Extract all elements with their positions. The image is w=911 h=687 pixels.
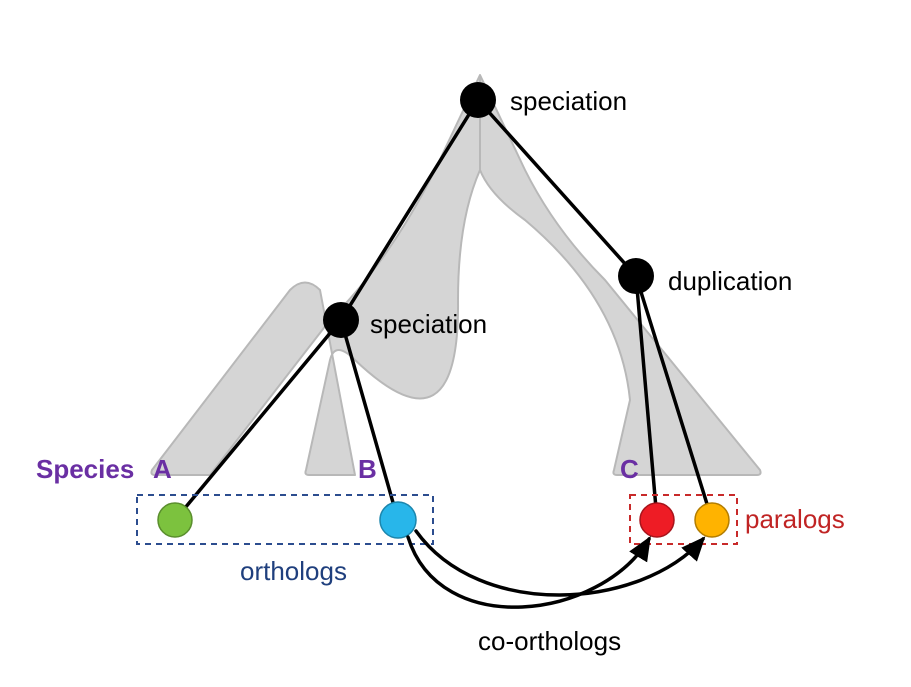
species-prefix-label: Species bbox=[36, 454, 134, 484]
species-label-A: A bbox=[153, 454, 172, 484]
node-B bbox=[380, 502, 416, 538]
node-root-label: speciation bbox=[510, 86, 627, 116]
relationship-boxes: orthologs paralogs bbox=[137, 495, 845, 586]
node-A bbox=[158, 503, 192, 537]
species-label-B: B bbox=[358, 454, 377, 484]
co-ortholog-arrow-2 bbox=[416, 531, 703, 595]
co-orthologs-label: co-orthologs bbox=[478, 626, 621, 656]
node-dup-label: duplication bbox=[668, 266, 792, 296]
co-orthologs-group: co-orthologs bbox=[408, 531, 703, 656]
species-label-C: C bbox=[620, 454, 639, 484]
co-ortholog-arrow-1 bbox=[408, 537, 649, 607]
node-leftSpec-label: speciation bbox=[370, 309, 487, 339]
node-leftSpec bbox=[323, 302, 359, 338]
node-C1 bbox=[640, 503, 674, 537]
node-dup bbox=[618, 258, 654, 294]
node-C2 bbox=[695, 503, 729, 537]
node-root bbox=[460, 82, 496, 118]
paralogs-label: paralogs bbox=[745, 504, 845, 534]
orthologs-label: orthologs bbox=[240, 556, 347, 586]
